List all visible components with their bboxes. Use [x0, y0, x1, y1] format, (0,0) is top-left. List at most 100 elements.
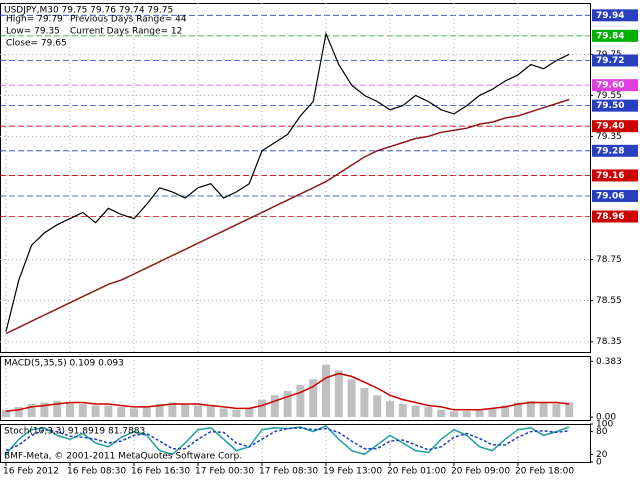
histogram-bar: [526, 401, 535, 418]
level-label: 79.72: [596, 56, 624, 66]
level-marker: [592, 144, 638, 157]
panel-frame: [0, 424, 591, 463]
histogram-bar: [450, 411, 458, 418]
x-tick-label: 17 Feb 08:30: [259, 467, 318, 477]
histogram-bar: [117, 406, 126, 418]
series-line: [5, 425, 570, 456]
histogram-bar: [386, 401, 394, 418]
y-tick-label: 78.75: [596, 255, 622, 265]
histogram-bar: [475, 409, 484, 418]
panel-frame: [0, 356, 591, 421]
panel-title: MACD(5,35,5) 0.109 0.093: [4, 359, 124, 369]
histogram-bar: [181, 404, 190, 418]
series-line: [5, 427, 570, 452]
histogram-bar: [155, 404, 164, 418]
x-tick-label: 20 Feb 18:00: [515, 467, 574, 477]
series-line: [5, 372, 570, 413]
x-tick-label: 16 Feb 08:30: [67, 467, 126, 477]
level-label: 79.16: [596, 171, 624, 181]
histogram-bar: [347, 379, 356, 418]
x-tick-label: 16 Feb 2012: [3, 467, 59, 477]
histogram-bar: [206, 405, 215, 418]
level-marker: [592, 29, 638, 42]
histogram-bar: [40, 402, 49, 418]
level-label: 79.40: [596, 122, 624, 132]
histogram-bar: [78, 404, 87, 418]
series-line: [5, 31, 570, 332]
level-marker: [592, 99, 638, 112]
y-tick-label: 20: [596, 450, 608, 460]
histogram-bar: [565, 402, 574, 418]
histogram-bar: [14, 406, 23, 418]
panel-title: Stoch(10,3,3) 91.8919 81.7883: [4, 427, 145, 437]
histogram-bar: [437, 409, 446, 418]
histogram-bar: [219, 408, 228, 418]
y-tick-label: 79.35: [596, 132, 622, 142]
histogram-bar: [514, 402, 522, 418]
histogram-bar: [130, 408, 138, 418]
histogram-bar: [373, 395, 382, 418]
x-tick-label: 19 Feb 13:00: [323, 467, 382, 477]
histogram-bar: [66, 402, 74, 418]
level-marker: [592, 189, 638, 202]
level-label: 79.60: [596, 81, 624, 91]
y-tick-label: 0: [596, 458, 602, 468]
histogram-bar: [501, 405, 510, 418]
series-line: [5, 98, 570, 335]
histogram-bar: [104, 405, 113, 418]
level-marker: [592, 54, 638, 67]
info-text: Low= 79.35: [6, 27, 60, 37]
histogram-bar: [53, 401, 62, 418]
level-label: 78.96: [596, 212, 624, 222]
histogram-bar: [91, 405, 100, 418]
level-marker: [592, 169, 638, 182]
panel-frame: [0, 3, 591, 353]
level-label: 79.50: [596, 101, 624, 111]
histogram-bar: [411, 405, 420, 418]
histogram-bar: [398, 404, 407, 418]
histogram-bar: [334, 370, 343, 418]
histogram-bar: [258, 399, 266, 418]
x-tick-label: 20 Feb 01:00: [387, 467, 446, 477]
level-label: 79.06: [596, 191, 624, 201]
x-tick-label: 17 Feb 00:30: [195, 467, 254, 477]
histogram-bar: [168, 402, 177, 418]
histogram-bar: [360, 388, 369, 418]
y-tick-label: 79.55: [596, 91, 622, 101]
x-tick-label: 16 Feb 16:30: [131, 467, 190, 477]
level-marker: [592, 9, 638, 22]
y-tick-label: 78.55: [596, 296, 622, 306]
level-marker: [592, 120, 638, 133]
histogram-bar: [488, 408, 497, 418]
panel-title: USDJPY,M30 79.75 79.76 79.74 79.75: [4, 6, 173, 16]
histogram-bar: [539, 402, 548, 418]
y-tick-label: 100: [596, 420, 613, 430]
level-marker: [592, 79, 638, 92]
histogram-bar: [296, 385, 305, 418]
histogram-bar: [194, 405, 202, 418]
level-marker: [592, 210, 638, 223]
y-tick-label: 0.00: [596, 413, 616, 423]
info-text: Close= 79.65: [6, 39, 67, 49]
histogram-bar: [232, 409, 241, 418]
histogram-bar: [2, 409, 10, 418]
info-text: High= 79.79: [6, 15, 63, 25]
histogram-bar: [309, 379, 318, 418]
histogram-bar: [270, 395, 279, 418]
info-text: Previous Days Range= 44: [70, 15, 187, 25]
copyright: BMF-Meta, © 2001-2011 MetaQuotes Softwar…: [4, 452, 242, 462]
histogram-bar: [462, 411, 471, 418]
x-tick-label: 20 Feb 09:00: [451, 467, 510, 477]
histogram-bar: [424, 406, 433, 418]
histogram-bar: [142, 406, 151, 418]
histogram-bar: [552, 404, 561, 418]
level-label: 79.94: [596, 11, 624, 21]
histogram-bar: [27, 404, 36, 418]
y-tick-label: 0.383: [596, 357, 622, 367]
y-tick-label: 78.35: [596, 337, 622, 347]
level-label: 79.28: [596, 146, 624, 156]
level-label: 79.84: [596, 31, 624, 41]
